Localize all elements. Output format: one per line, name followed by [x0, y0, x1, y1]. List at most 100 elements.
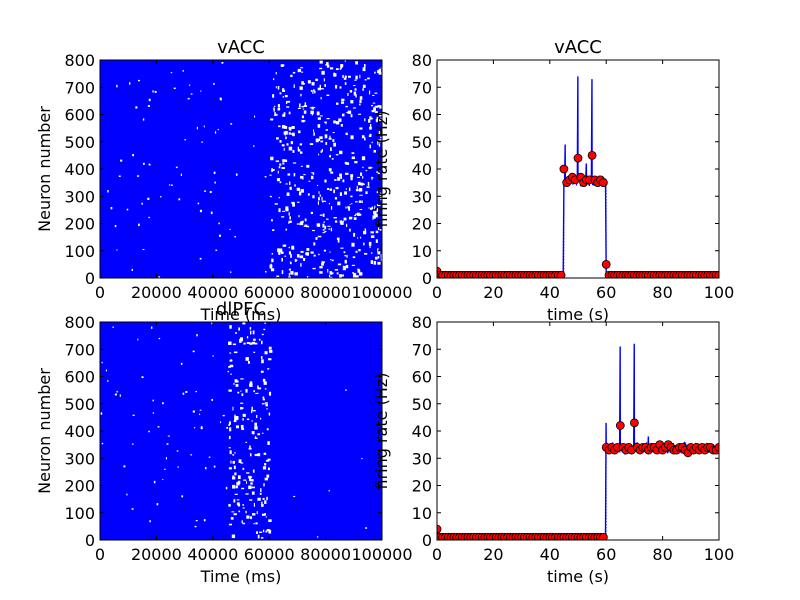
raster-gap: [351, 242, 355, 247]
raster-gap: [318, 191, 320, 194]
raster-gap: [261, 513, 266, 516]
raster-gap: [260, 537, 264, 539]
raster-gap: [184, 139, 187, 141]
raster-gap: [336, 272, 339, 275]
raster-gap: [359, 194, 363, 196]
raster-gap: [344, 75, 347, 78]
raster-gap: [280, 64, 284, 67]
raster-gap: [245, 481, 248, 484]
raster-gap: [234, 414, 236, 419]
raster-gap: [302, 257, 306, 260]
raster-gap: [245, 441, 248, 443]
raster-gap: [228, 435, 231, 440]
raster-gap: [343, 217, 347, 221]
raster-gap: [355, 94, 357, 98]
series-line: [437, 343, 719, 540]
raster-gap: [278, 208, 281, 213]
raster-gap: [262, 497, 265, 500]
raster-gap: [335, 121, 340, 125]
raster-gap: [262, 378, 266, 382]
raster-gap: [199, 409, 202, 411]
raster-gap: [301, 71, 304, 73]
raster-gap: [266, 428, 269, 431]
raster-gap: [269, 349, 273, 353]
raster-gap: [371, 167, 373, 169]
y-tick-label: 200: [64, 477, 95, 496]
raster-gap: [344, 191, 348, 195]
y-tick-label: 70: [412, 78, 432, 97]
raster-gap: [246, 342, 251, 344]
raster-gap: [348, 206, 351, 211]
raster-gap: [362, 230, 367, 235]
raster-gap: [232, 460, 235, 464]
raster-gap: [227, 370, 229, 373]
raster-gap: [377, 204, 381, 207]
raster-gap: [359, 74, 361, 79]
raster-gap: [353, 232, 356, 237]
raster-gap: [119, 394, 121, 397]
raster-gap: [277, 248, 279, 253]
raster-gap: [362, 88, 364, 91]
y-tick-label: 0: [422, 531, 432, 550]
raster-gap: [340, 101, 345, 104]
raster-gap: [101, 361, 103, 364]
raster-gap: [107, 379, 109, 382]
raster-gap: [371, 206, 374, 210]
raster-gap: [234, 472, 237, 476]
raster-gap: [285, 208, 289, 212]
raster-gap: [345, 172, 349, 175]
raster-gap: [356, 185, 358, 190]
raster-gap: [265, 270, 267, 273]
raster-gap: [226, 426, 229, 429]
raster-gap: [254, 437, 258, 439]
x-tick-label: 0: [432, 545, 442, 564]
raster-gap: [329, 276, 333, 278]
raster-gap: [351, 203, 353, 205]
raster-gap: [290, 271, 294, 275]
raster-gap: [268, 358, 272, 361]
raster-gap: [359, 127, 363, 130]
raster-gap: [251, 341, 256, 345]
raster-gap: [359, 236, 362, 239]
raster-gap: [330, 206, 333, 210]
raster-gap: [253, 390, 255, 393]
y-axis-label: firing rate (Hz): [372, 111, 391, 228]
raster-gap: [340, 221, 344, 225]
raster-gap: [254, 422, 258, 426]
raster-gap: [330, 67, 334, 70]
raster-gap: [294, 272, 298, 276]
raster-gap: [317, 124, 321, 128]
data-point: [630, 418, 639, 428]
raster-gap: [380, 257, 383, 262]
raster-gap: [251, 491, 255, 495]
raster-gap: [233, 419, 237, 423]
raster-gap: [284, 94, 288, 98]
raster-gap: [230, 373, 232, 375]
raster-gap: [258, 531, 263, 533]
raster-gap: [282, 114, 286, 117]
raster-gap: [342, 265, 346, 268]
raster-gap: [319, 214, 323, 216]
y-tick-label: 10: [412, 504, 432, 523]
raster-gap: [310, 110, 314, 115]
raster-gaps: [107, 60, 385, 280]
raster-gap: [370, 252, 373, 254]
raster-gap: [270, 268, 275, 272]
raster-gap: [342, 179, 345, 183]
raster-gap: [373, 260, 377, 265]
raster-gap: [254, 342, 258, 345]
raster-gap: [278, 248, 283, 253]
raster-gap: [232, 454, 235, 456]
raster-gap: [162, 402, 164, 405]
raster-gap: [293, 495, 296, 498]
raster-gap: [105, 369, 108, 372]
raster-gap: [369, 90, 371, 95]
raster-gap: [180, 173, 182, 176]
raster-gap: [271, 253, 274, 255]
raster-gap: [373, 210, 377, 215]
raster-gap: [288, 251, 292, 255]
raster-gap: [231, 534, 236, 539]
raster-gap: [362, 84, 366, 88]
raster-gap: [269, 195, 272, 198]
raster-gap: [150, 326, 153, 329]
